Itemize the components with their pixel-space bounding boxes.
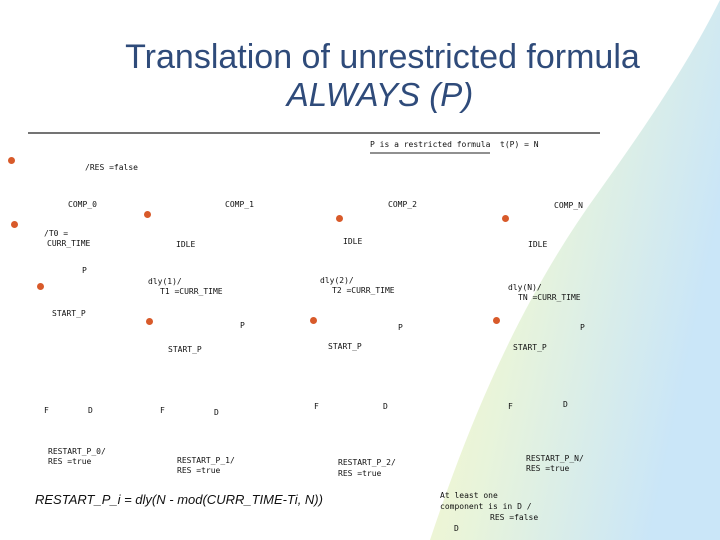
t0-label: /T0 =: [44, 229, 69, 238]
comp-1-label: COMP_1: [225, 200, 254, 209]
res-false-label: /RES =false: [85, 163, 138, 172]
comp-1-dly-label: dly(1)/: [148, 277, 182, 286]
comp-n-res-label: RES =true: [526, 464, 570, 473]
type-note: t(P) = N: [500, 140, 539, 149]
comp-2-res-label: RES =true: [338, 469, 382, 478]
init-state-dot: [8, 157, 15, 164]
t0-state-dot: [11, 221, 18, 228]
comp-2-dly-label: dly(2)/: [320, 276, 354, 285]
comp-n-p-label: P: [580, 323, 585, 332]
curr-time-label: CURR_TIME: [47, 239, 91, 248]
comp-0-res-label: RES =true: [48, 457, 92, 466]
comp-n-d-label: D: [563, 400, 568, 409]
comp-2-f-label: F: [314, 402, 319, 411]
comp-2-idle-label: IDLE: [343, 237, 363, 246]
restricted-note: P is a restricted formula: [370, 140, 491, 149]
comp-0-start-label: START_P: [52, 309, 86, 318]
comp-1-d-label: D: [214, 408, 219, 417]
footer-line-1: At least one: [440, 491, 498, 500]
comp-1-res-label: RES =true: [177, 466, 221, 475]
comp-n-p-dot: [493, 317, 500, 324]
comp-1-ti-label: T1 =CURR_TIME: [160, 287, 223, 296]
comp-0-d-label: D: [88, 406, 93, 415]
comp-1-start-label: START_P: [168, 345, 202, 354]
comp-2-restart-label: RESTART_P_2/: [338, 458, 396, 467]
comp-2-label: COMP_2: [388, 200, 417, 209]
restart-formula: RESTART_P_i = dly(N - mod(CURR_TIME-Ti, …: [35, 492, 323, 507]
comp-2-ti-label: T2 =CURR_TIME: [332, 286, 395, 295]
footer-line-4: D: [454, 524, 459, 533]
footer-line-2: component is in D /: [440, 502, 532, 511]
page-title: Translation of unrestricted formula: [125, 38, 640, 76]
comp-2-p-label: P: [398, 323, 403, 332]
footer-line-3: RES =false: [490, 513, 539, 522]
comp-n-start-label: START_P: [513, 343, 547, 352]
page-subtitle: ALWAYS (P): [286, 76, 474, 113]
comp-1-f-label: F: [160, 406, 165, 415]
comp-1-p-label: P: [240, 321, 245, 330]
comp-2-dot: [336, 215, 343, 222]
comp-0-dot: [37, 283, 44, 290]
comp-0-f-label: F: [44, 406, 49, 415]
comp-2-start-label: START_P: [328, 342, 362, 351]
comp-2-p-dot: [310, 317, 317, 324]
comp-n-f-label: F: [508, 402, 513, 411]
comp-n-label: COMP_N: [554, 201, 583, 210]
comp-0-restart-label: RESTART_P_0/: [48, 447, 106, 456]
comp-0-label: COMP_0: [68, 200, 97, 209]
comp-0-p-label: P: [82, 266, 87, 275]
comp-n-idle-label: IDLE: [528, 240, 548, 249]
comp-1-dot: [144, 211, 151, 218]
comp-1-restart-label: RESTART_P_1/: [177, 456, 235, 465]
comp-n-ti-label: TN =CURR_TIME: [518, 293, 581, 302]
comp-n-dot: [502, 215, 509, 222]
comp-n-dly-label: dly(N)/: [508, 283, 542, 292]
comp-1-idle-label: IDLE: [176, 240, 196, 249]
comp-1-p-dot: [146, 318, 153, 325]
comp-2-d-label: D: [383, 402, 388, 411]
comp-n-restart-label: RESTART_P_N/: [526, 454, 584, 463]
